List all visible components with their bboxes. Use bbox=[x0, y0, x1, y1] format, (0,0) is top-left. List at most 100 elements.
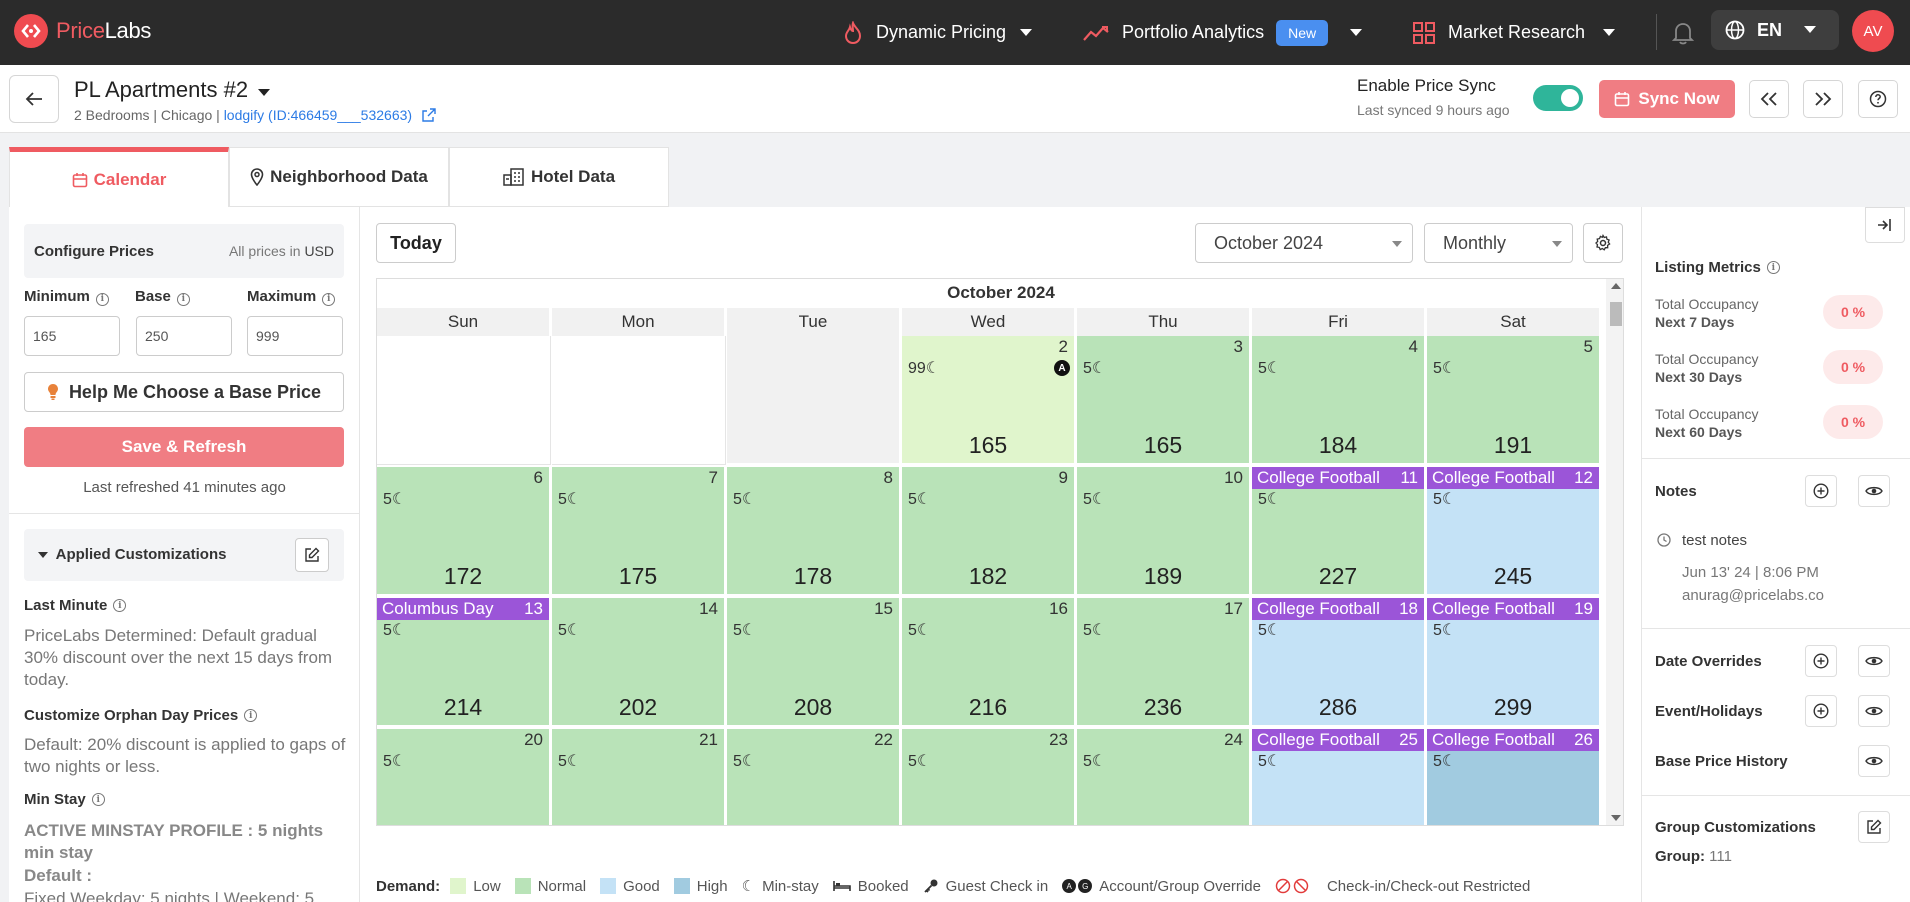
today-button[interactable]: Today bbox=[376, 223, 456, 263]
info-icon[interactable]: i bbox=[113, 599, 127, 612]
back-button[interactable] bbox=[9, 75, 59, 123]
calendar-empty-cell[interactable] bbox=[552, 336, 726, 465]
calendar-day-cell[interactable]: 17 5☾ 236 bbox=[1077, 598, 1251, 727]
add-note-button[interactable] bbox=[1805, 475, 1837, 507]
add-date-override-button[interactable] bbox=[1805, 645, 1837, 677]
calendar-day-cell[interactable]: Columbus Day 13 5☾ 214 bbox=[377, 598, 551, 727]
day-price: 216 bbox=[968, 694, 1008, 720]
day-number: 3 bbox=[1233, 337, 1243, 356]
day-price: 344 bbox=[1427, 825, 1599, 826]
scrollbar-thumb[interactable] bbox=[1610, 302, 1622, 326]
min-stay-indicator: 5☾ bbox=[733, 622, 757, 639]
calendar-settings-button[interactable] bbox=[1583, 223, 1623, 263]
user-avatar[interactable]: AV bbox=[1852, 10, 1894, 52]
next-listing-button[interactable] bbox=[1803, 80, 1843, 118]
min-stay-indicator: 5☾ bbox=[383, 753, 407, 770]
view-mode-select[interactable]: Monthly bbox=[1424, 223, 1573, 263]
calendar-day-cell[interactable]: 10 5☾ 189 bbox=[1077, 467, 1251, 596]
view-date-overrides-button[interactable] bbox=[1858, 645, 1890, 677]
maximum-price-input[interactable]: 999 bbox=[247, 316, 343, 356]
month-select[interactable]: October 2024 bbox=[1195, 223, 1413, 263]
previous-listing-button[interactable] bbox=[1749, 80, 1789, 118]
sync-now-button[interactable]: Sync Now bbox=[1599, 80, 1735, 118]
calendar-day-cell[interactable]: 16 5☾ 216 bbox=[902, 598, 1076, 727]
min-stay-indicator: 5☾ bbox=[908, 622, 932, 639]
scroll-up-arrow-icon[interactable] bbox=[1611, 283, 1621, 289]
tab-neighborhood-data[interactable]: Neighborhood Data bbox=[229, 147, 449, 207]
help-choose-base-price-button[interactable]: Help Me Choose a Base Price bbox=[24, 372, 344, 412]
info-icon[interactable]: i bbox=[91, 793, 105, 806]
day-number: 8 bbox=[883, 468, 893, 487]
moon-icon: ☾ bbox=[741, 878, 756, 895]
nav-dynamic-pricing[interactable]: Dynamic Pricing bbox=[842, 0, 1033, 65]
calendar-day-cell[interactable]: 14 5☾ 202 bbox=[552, 598, 726, 727]
calendar-day-cell[interactable]: 21 5☾ 220 bbox=[552, 729, 726, 825]
day-number: 26 bbox=[1574, 730, 1593, 749]
calendar-day-cell[interactable]: 2 99☾ A 165 bbox=[902, 336, 1076, 465]
min-stay-indicator: 5☾ bbox=[383, 491, 407, 508]
calendar-scrollbar[interactable] bbox=[1606, 279, 1623, 825]
calendar-day-cell[interactable]: College Football 18 5☾ 286 bbox=[1252, 598, 1426, 727]
collapse-sidebar-button[interactable] bbox=[1865, 207, 1905, 243]
calendar-day-cell[interactable]: 15 5☾ 208 bbox=[727, 598, 901, 727]
minimum-price-input[interactable]: 165 bbox=[24, 316, 120, 356]
view-notes-button[interactable] bbox=[1858, 475, 1890, 507]
info-icon[interactable]: i bbox=[95, 292, 109, 306]
listing-title[interactable]: PL Apartments #2 bbox=[74, 77, 271, 103]
occupancy-60-value: 0 % bbox=[1823, 405, 1883, 439]
min-stay-indicator: 5☾ bbox=[733, 491, 757, 508]
price-sync-toggle[interactable] bbox=[1533, 85, 1583, 111]
collapse-right-icon bbox=[1878, 219, 1891, 231]
calendar-day-cell[interactable]: College Football 19 5☾ 299 bbox=[1427, 598, 1601, 727]
calendar-day-cell[interactable]: 23 5☾ 225 bbox=[902, 729, 1076, 825]
save-and-refresh-button[interactable]: Save & Refresh bbox=[24, 427, 344, 467]
plus-circle-icon bbox=[1813, 653, 1829, 669]
legend-minstay: ☾ Min-stay bbox=[741, 877, 819, 896]
tab-hotel-data[interactable]: Hotel Data bbox=[449, 147, 669, 207]
edit-group-customizations-button[interactable] bbox=[1858, 811, 1890, 843]
add-event-button[interactable] bbox=[1805, 695, 1837, 727]
calendar-day-cell[interactable]: 8 5☾ 178 bbox=[727, 467, 901, 596]
edit-icon bbox=[1867, 819, 1882, 834]
day-price: 245 bbox=[1493, 563, 1533, 589]
pms-link[interactable]: lodgify (ID:466459___532663) bbox=[223, 107, 413, 123]
external-link-icon[interactable] bbox=[422, 108, 436, 122]
calendar-day-cell[interactable]: 22 5☾ 223 bbox=[727, 729, 901, 825]
min-stay-indicator: 5☾ bbox=[1083, 622, 1107, 639]
calendar-day-cell[interactable]: 20 5☾ 234 bbox=[377, 729, 551, 825]
scroll-down-arrow-icon[interactable] bbox=[1611, 815, 1621, 821]
calendar-day-cell[interactable]: 6 5☾ 172 bbox=[377, 467, 551, 596]
calendar-day-cell[interactable]: 9 5☾ 182 bbox=[902, 467, 1076, 596]
notifications-button[interactable] bbox=[1672, 0, 1694, 65]
info-icon[interactable]: i bbox=[322, 292, 336, 306]
min-stay-indicator: 5☾ bbox=[1433, 753, 1457, 770]
edit-customizations-button[interactable] bbox=[295, 538, 329, 572]
calendar-day-cell[interactable]: 3 5☾ 165 bbox=[1077, 336, 1251, 465]
calendar-empty-cell[interactable] bbox=[377, 336, 551, 465]
info-icon[interactable]: i bbox=[176, 292, 190, 306]
applied-customizations-header[interactable]: Applied Customizations bbox=[24, 529, 344, 581]
calendar-past-cell[interactable] bbox=[727, 336, 901, 465]
info-icon[interactable]: i bbox=[1766, 261, 1780, 274]
nav-portfolio-analytics[interactable]: Portfolio Analytics New bbox=[1082, 0, 1363, 65]
help-button[interactable] bbox=[1858, 80, 1898, 118]
calendar-day-cell[interactable]: 24 5☾ 234 bbox=[1077, 729, 1251, 825]
pricelabs-logo[interactable]: PriceLabs bbox=[14, 14, 151, 48]
calendar-day-cell[interactable]: College Football 12 5☾ 245 bbox=[1427, 467, 1601, 596]
calendar-day-cell[interactable]: 5 5☾ 191 bbox=[1427, 336, 1601, 465]
calendar-day-cell[interactable]: 7 5☾ 175 bbox=[552, 467, 726, 596]
nav-market-research[interactable]: Market Research bbox=[1412, 0, 1616, 65]
info-icon[interactable]: i bbox=[244, 709, 258, 722]
view-events-button[interactable] bbox=[1858, 695, 1890, 727]
language-selector[interactable]: EN bbox=[1711, 10, 1839, 50]
normal-swatch bbox=[514, 878, 531, 894]
chevron-down-icon bbox=[1804, 26, 1817, 33]
base-price-input[interactable]: 250 bbox=[136, 316, 232, 356]
gear-icon bbox=[1595, 234, 1611, 251]
calendar-day-cell[interactable]: 4 5☾ 184 bbox=[1252, 336, 1426, 465]
tab-calendar[interactable]: Calendar bbox=[9, 147, 229, 207]
view-base-price-history-button[interactable] bbox=[1858, 745, 1890, 777]
calendar-day-cell[interactable]: College Football 11 5☾ 227 bbox=[1252, 467, 1426, 596]
